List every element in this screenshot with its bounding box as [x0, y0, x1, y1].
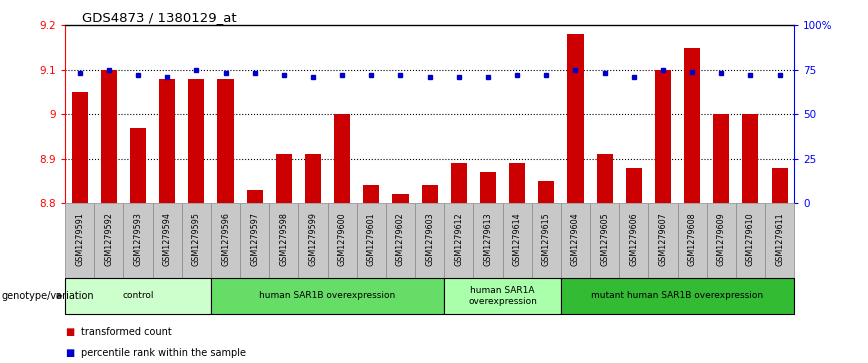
- Text: GSM1279594: GSM1279594: [162, 212, 172, 266]
- Bar: [101, 70, 117, 203]
- Text: GSM1279611: GSM1279611: [775, 212, 784, 266]
- Bar: [561, 203, 590, 278]
- Text: GSM1279599: GSM1279599: [308, 212, 318, 266]
- Bar: [422, 185, 437, 203]
- Bar: [473, 203, 503, 278]
- Bar: [276, 154, 292, 203]
- Bar: [364, 185, 379, 203]
- Bar: [299, 203, 327, 278]
- Bar: [561, 278, 794, 314]
- Text: GSM1279596: GSM1279596: [221, 212, 230, 266]
- Text: GSM1279610: GSM1279610: [746, 212, 755, 266]
- Text: GSM1279606: GSM1279606: [629, 212, 638, 266]
- Bar: [772, 168, 787, 203]
- Bar: [65, 203, 95, 278]
- Text: GSM1279608: GSM1279608: [687, 212, 697, 266]
- Bar: [181, 203, 211, 278]
- Text: GSM1279597: GSM1279597: [250, 212, 260, 266]
- Text: GSM1279592: GSM1279592: [104, 212, 114, 266]
- Bar: [538, 181, 555, 203]
- Text: GSM1279603: GSM1279603: [425, 212, 434, 266]
- Bar: [269, 203, 299, 278]
- Bar: [713, 114, 729, 203]
- Bar: [503, 203, 532, 278]
- Bar: [95, 203, 123, 278]
- Bar: [765, 203, 794, 278]
- Text: GDS4873 / 1380129_at: GDS4873 / 1380129_at: [82, 11, 237, 24]
- Text: genotype/variation: genotype/variation: [2, 291, 95, 301]
- Bar: [590, 203, 619, 278]
- Text: mutant human SAR1B overexpression: mutant human SAR1B overexpression: [591, 291, 764, 300]
- Bar: [153, 203, 181, 278]
- Bar: [247, 190, 263, 203]
- Text: GSM1279593: GSM1279593: [134, 212, 142, 266]
- Text: GSM1279598: GSM1279598: [279, 212, 288, 266]
- Bar: [218, 79, 233, 203]
- Bar: [742, 114, 759, 203]
- Text: GSM1279604: GSM1279604: [571, 212, 580, 266]
- Bar: [444, 203, 473, 278]
- Bar: [626, 168, 641, 203]
- Text: GSM1279605: GSM1279605: [600, 212, 609, 266]
- Text: GSM1279615: GSM1279615: [542, 212, 551, 266]
- Bar: [707, 203, 736, 278]
- Bar: [450, 163, 467, 203]
- Bar: [65, 278, 211, 314]
- Bar: [415, 203, 444, 278]
- Bar: [334, 114, 350, 203]
- Bar: [736, 203, 765, 278]
- Bar: [211, 278, 444, 314]
- Text: ■: ■: [65, 327, 75, 337]
- Text: human SAR1B overexpression: human SAR1B overexpression: [260, 291, 396, 300]
- Bar: [357, 203, 386, 278]
- Text: GSM1279591: GSM1279591: [76, 212, 84, 266]
- Bar: [386, 203, 415, 278]
- Bar: [532, 203, 561, 278]
- Bar: [240, 203, 269, 278]
- Text: GSM1279613: GSM1279613: [483, 212, 492, 266]
- Bar: [684, 48, 700, 203]
- Text: human SAR1A
overexpression: human SAR1A overexpression: [468, 286, 537, 306]
- Bar: [510, 163, 525, 203]
- Bar: [480, 172, 496, 203]
- Bar: [596, 154, 613, 203]
- Text: control: control: [122, 291, 154, 300]
- Bar: [444, 278, 561, 314]
- Bar: [130, 128, 146, 203]
- Text: GSM1279614: GSM1279614: [513, 212, 522, 266]
- Bar: [678, 203, 707, 278]
- Text: GSM1279600: GSM1279600: [338, 212, 346, 266]
- Bar: [211, 203, 240, 278]
- Bar: [72, 92, 88, 203]
- Text: GSM1279601: GSM1279601: [367, 212, 376, 266]
- Text: GSM1279602: GSM1279602: [396, 212, 405, 266]
- Bar: [305, 154, 321, 203]
- Bar: [123, 203, 153, 278]
- Bar: [327, 203, 357, 278]
- Bar: [159, 79, 175, 203]
- Text: GSM1279595: GSM1279595: [192, 212, 201, 266]
- Text: percentile rank within the sample: percentile rank within the sample: [81, 348, 246, 358]
- Text: GSM1279609: GSM1279609: [717, 212, 726, 266]
- Bar: [188, 79, 204, 203]
- Text: GSM1279607: GSM1279607: [659, 212, 667, 266]
- Bar: [568, 34, 583, 203]
- Bar: [619, 203, 648, 278]
- Text: GSM1279612: GSM1279612: [454, 212, 464, 266]
- Bar: [655, 70, 671, 203]
- Bar: [392, 195, 409, 203]
- Text: ■: ■: [65, 348, 75, 358]
- Text: transformed count: transformed count: [81, 327, 172, 337]
- Bar: [648, 203, 678, 278]
